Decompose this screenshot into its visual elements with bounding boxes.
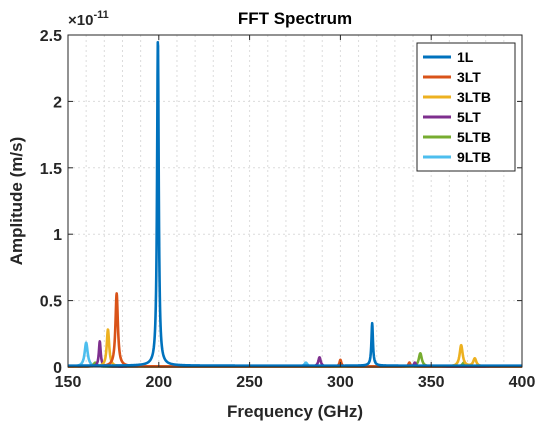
chart-title: FFT Spectrum (238, 9, 352, 28)
y-tick-label: 1.5 (40, 161, 62, 178)
x-tick-label: 150 (55, 374, 82, 391)
plot-border (67, 34, 523, 368)
y-tick-label: 1 (53, 227, 62, 244)
y-tick-label: 0 (53, 360, 62, 377)
legend-label-1l: 1L (457, 49, 474, 65)
legend-label-5ltb: 5LTB (457, 129, 491, 145)
y-axis-label: Amplitude (m/s) (7, 137, 26, 265)
y-axis-multiplier-exponent: -11 (93, 9, 108, 21)
y-tick-label: 2.5 (40, 28, 62, 45)
legend-label-3lt: 3LT (457, 69, 481, 85)
legend-label-5lt: 5LT (457, 109, 481, 125)
legend-label-9ltb: 9LTB (457, 149, 491, 165)
x-tick-label: 300 (327, 374, 354, 391)
x-tick-label: 250 (236, 374, 263, 391)
y-tick-label: 2 (53, 94, 62, 111)
legend-label-3ltb: 3LTB (457, 89, 491, 105)
y-axis-multiplier-base: ×10 (68, 12, 93, 29)
grid (68, 35, 522, 367)
x-tick-label: 400 (509, 374, 536, 391)
x-tick-label: 350 (418, 374, 445, 391)
legend: 1L 3LT 3LTB 5LT 5LTB 9LTB (416, 42, 516, 172)
series-line-1l (66, 40, 524, 367)
legend-box (416, 42, 516, 172)
x-axis-label: Frequency (GHz) (227, 402, 363, 421)
y-tick-label: 0.5 (40, 294, 62, 311)
y-axis-multiplier: ×10-11 (68, 9, 109, 29)
x-axis: 150 200 250 300 350 400 (55, 35, 536, 391)
x-tick-label: 200 (145, 374, 172, 391)
y-axis: 0 0.5 1 1.5 2 2.5 (40, 28, 522, 377)
